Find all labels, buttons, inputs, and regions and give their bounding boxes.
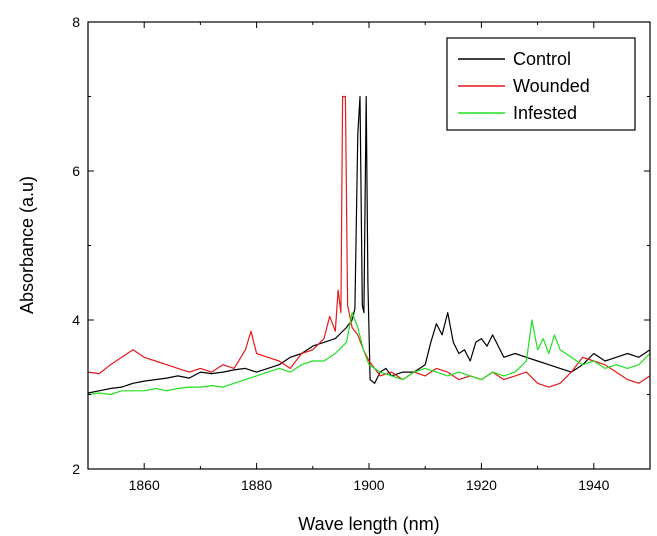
legend-label-infested: Infested: [513, 103, 577, 123]
legend-box: [446, 37, 636, 131]
series-line-wounded: [87, 95, 651, 388]
y-axis-title: Absorbance (a.u): [17, 176, 37, 314]
legend-label-wounded: Wounded: [513, 76, 590, 96]
series-line-infested: [87, 312, 651, 396]
y-tick-label: 2: [72, 461, 80, 477]
x-tick-label: 1920: [466, 477, 497, 493]
x-axis-title: Wave length (nm): [298, 514, 439, 534]
x-tick-label: 1860: [129, 477, 160, 493]
x-tick-label: 1900: [353, 477, 384, 493]
x-tick-label: 1940: [578, 477, 609, 493]
x-tick-label: 1880: [241, 477, 272, 493]
series-line-control: [87, 95, 651, 394]
legend-label-control: Control: [513, 49, 571, 69]
y-tick-label: 4: [72, 312, 80, 328]
plot-lines: [87, 95, 651, 396]
axis-ticks: 1860 1880 1900 1920 1940 2 4 6 8: [72, 14, 651, 493]
y-tick-label: 8: [72, 14, 80, 30]
y-tick-label: 6: [72, 163, 80, 179]
legend: Control Wounded Infested: [446, 37, 636, 131]
